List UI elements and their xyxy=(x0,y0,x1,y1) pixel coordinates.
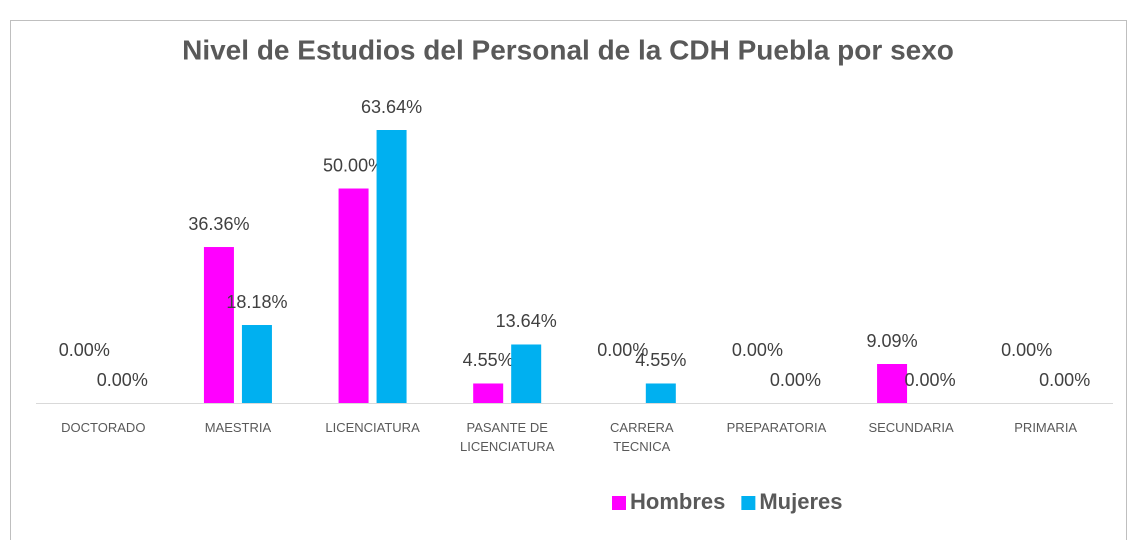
bar xyxy=(241,325,272,403)
data-label: 0.00% xyxy=(1039,370,1090,390)
chart-border xyxy=(10,20,1127,540)
data-label: 9.09% xyxy=(867,331,918,351)
legend-label: Hombres xyxy=(630,489,725,514)
legend-swatch xyxy=(612,496,626,510)
bar xyxy=(645,383,676,403)
data-label: 0.00% xyxy=(732,340,783,360)
data-label: 18.18% xyxy=(226,292,287,312)
bar xyxy=(511,344,542,403)
data-label: 50.00% xyxy=(323,155,384,175)
bar xyxy=(376,130,407,403)
x-tick-label: MAESTRIA xyxy=(204,420,272,435)
x-tick-label: LICENCIATURA xyxy=(325,420,420,435)
bar xyxy=(338,188,369,403)
data-label: 0.00% xyxy=(905,370,956,390)
x-tick-label: PREPARATORIA xyxy=(726,420,827,435)
x-tick-label: CARRERA TECNICA xyxy=(610,420,674,454)
chart-title: Nivel de Estudios del Personal de la CDH… xyxy=(182,34,954,65)
data-label: 0.00% xyxy=(1001,340,1052,360)
data-label: 0.00% xyxy=(59,340,110,360)
data-label: 36.36% xyxy=(188,214,249,234)
x-tick-label: SECUNDARIA xyxy=(868,420,954,435)
bar xyxy=(877,364,908,403)
legend-swatch xyxy=(741,496,756,510)
data-label: 63.64% xyxy=(361,97,422,117)
bar xyxy=(203,247,234,403)
bar xyxy=(473,383,504,403)
data-label: 4.55% xyxy=(463,350,514,370)
data-label: 0.00% xyxy=(97,370,148,390)
x-tick-label: PASANTE DE LICENCIATURA xyxy=(459,420,555,454)
data-label: 13.64% xyxy=(496,311,557,331)
x-tick-label: DOCTORADO xyxy=(61,420,146,435)
x-tick-label: PRIMARIA xyxy=(1014,420,1078,435)
data-label: 0.00% xyxy=(597,340,648,360)
legend-label: Mujeres xyxy=(759,489,842,514)
data-label: 0.00% xyxy=(770,370,821,390)
data-label: 4.55% xyxy=(635,350,686,370)
